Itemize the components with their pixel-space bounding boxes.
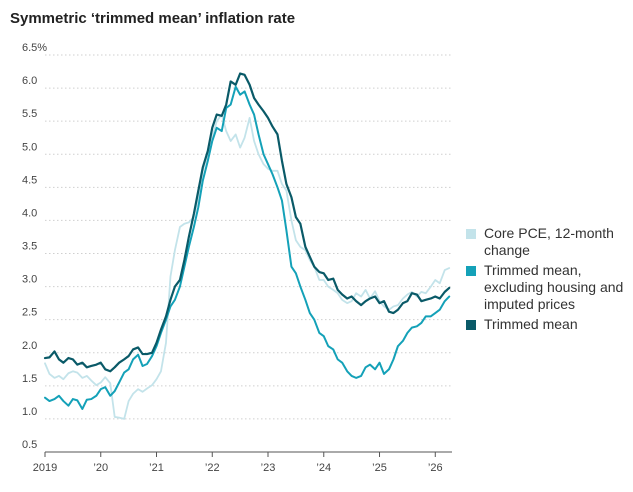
x-tick-label: ’26 [428, 462, 443, 474]
y-tick-label: 1.0 [22, 406, 37, 418]
y-tick-label: 2.0 [22, 340, 37, 352]
series-line-trimmed-ex-housing [44, 85, 451, 410]
legend-swatch-trimmed-mean [466, 320, 476, 330]
x-tick-label: ’23 [261, 462, 276, 474]
legend: Core PCE, 12-month change Trimmed mean, … [466, 225, 631, 336]
legend-item-trimmed-ex-housing: Trimmed mean, excluding housing and impu… [466, 262, 631, 313]
x-tick-label: ’21 [149, 462, 164, 474]
y-tick-label: 3.5 [22, 241, 37, 253]
x-tick-label: ’20 [93, 462, 108, 474]
legend-item-core-pce: Core PCE, 12-month change [466, 225, 631, 259]
y-tick-label: 6.5% [22, 42, 47, 54]
x-tick-label: 2019 [33, 462, 57, 474]
legend-label-trimmed-mean: Trimmed mean [484, 316, 578, 332]
x-tick-label: ’25 [372, 462, 387, 474]
y-tick-label: 4.5 [22, 174, 37, 186]
series-line-core-pce [44, 113, 451, 420]
y-tick-label: 0.5 [22, 439, 37, 451]
chart-title: Symmetric ‘trimmed mean’ inflation rate [10, 10, 296, 27]
y-tick-label: 3.0 [22, 274, 37, 286]
legend-label-trimmed-ex-housing: Trimmed mean, excluding housing and impu… [484, 262, 624, 312]
x-tick-label: ’22 [205, 462, 220, 474]
y-tick-label: 5.5 [22, 108, 37, 120]
x-axis: 2019 ’20 ’21 ’22 ’23 ’24 ’25 ’26 [33, 451, 452, 474]
series-lines [43, 72, 451, 420]
legend-item-trimmed-mean: Trimmed mean [466, 316, 631, 333]
legend-swatch-trimmed-ex-housing [466, 266, 476, 276]
y-tick-label: 2.5 [22, 307, 37, 319]
series-line-trimmed-mean [43, 72, 451, 373]
legend-swatch-core-pce [466, 229, 476, 239]
x-tick-label: ’24 [316, 462, 331, 474]
legend-label-core-pce: Core PCE, 12-month change [484, 225, 614, 258]
y-tick-label: 4.0 [22, 207, 37, 219]
y-tick-label: 5.0 [22, 141, 37, 153]
y-tick-label: 1.5 [22, 373, 37, 385]
y-tick-label: 6.0 [22, 75, 37, 87]
y-axis-ticks: 6.5% 6.0 5.5 5.0 4.5 4.0 3.5 3.0 2.5 2.0 1.5 1.0 0.5 [22, 42, 47, 451]
